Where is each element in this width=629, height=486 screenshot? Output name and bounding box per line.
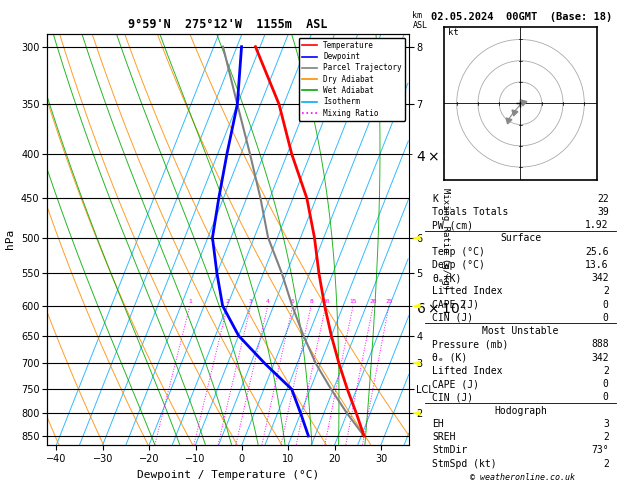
Text: km
ASL: km ASL xyxy=(413,11,428,30)
Text: Hodograph: Hodograph xyxy=(494,406,547,416)
Text: © weatheronline.co.uk: © weatheronline.co.uk xyxy=(470,473,574,482)
Text: 342: 342 xyxy=(591,273,609,283)
Text: K: K xyxy=(432,193,438,204)
Text: 0: 0 xyxy=(603,392,609,402)
Text: 342: 342 xyxy=(591,352,609,363)
Text: 02.05.2024  00GMT  (Base: 18): 02.05.2024 00GMT (Base: 18) xyxy=(431,12,613,22)
X-axis label: Dewpoint / Temperature (°C): Dewpoint / Temperature (°C) xyxy=(137,470,319,480)
Text: 10: 10 xyxy=(322,299,330,304)
Text: 2: 2 xyxy=(603,286,609,296)
Text: CAPE (J): CAPE (J) xyxy=(432,299,479,310)
Text: CIN (J): CIN (J) xyxy=(432,313,474,323)
Text: 2: 2 xyxy=(226,299,230,304)
Text: ◄: ◄ xyxy=(412,408,421,418)
Text: 4: 4 xyxy=(266,299,270,304)
Text: kt: kt xyxy=(448,28,459,37)
Text: 1: 1 xyxy=(188,299,192,304)
Text: 39: 39 xyxy=(597,207,609,217)
Y-axis label: hPa: hPa xyxy=(6,229,15,249)
Text: 888: 888 xyxy=(591,339,609,349)
Text: CIN (J): CIN (J) xyxy=(432,392,474,402)
Text: 2: 2 xyxy=(603,459,609,469)
Text: 25: 25 xyxy=(385,299,392,304)
Title: 9°59'N  275°12'W  1155m  ASL: 9°59'N 275°12'W 1155m ASL xyxy=(128,18,328,32)
Text: 0: 0 xyxy=(603,379,609,389)
Text: 20: 20 xyxy=(369,299,377,304)
Text: Mixing Ratio (g/kg): Mixing Ratio (g/kg) xyxy=(440,188,450,291)
Text: 0: 0 xyxy=(603,299,609,310)
Text: ◄: ◄ xyxy=(412,358,421,368)
Legend: Temperature, Dewpoint, Parcel Trajectory, Dry Adiabat, Wet Adiabat, Isotherm, Mi: Temperature, Dewpoint, Parcel Trajectory… xyxy=(299,38,405,121)
Text: Lifted Index: Lifted Index xyxy=(432,286,503,296)
Text: θₑ (K): θₑ (K) xyxy=(432,352,467,363)
Text: EH: EH xyxy=(432,419,444,429)
Text: 3: 3 xyxy=(603,419,609,429)
Text: CAPE (J): CAPE (J) xyxy=(432,379,479,389)
Text: 8: 8 xyxy=(309,299,313,304)
Text: 1.92: 1.92 xyxy=(585,220,609,230)
Text: SREH: SREH xyxy=(432,432,456,442)
Text: θₑ(K): θₑ(K) xyxy=(432,273,462,283)
Text: Dewp (°C): Dewp (°C) xyxy=(432,260,485,270)
Text: ◄: ◄ xyxy=(412,233,421,243)
Text: Surface: Surface xyxy=(500,233,541,243)
Text: Lifted Index: Lifted Index xyxy=(432,366,503,376)
Text: 13.6: 13.6 xyxy=(585,260,609,270)
Text: ◄: ◄ xyxy=(412,301,421,311)
Text: StmDir: StmDir xyxy=(432,445,467,455)
Text: StmSpd (kt): StmSpd (kt) xyxy=(432,459,497,469)
Text: 73°: 73° xyxy=(591,445,609,455)
Text: Pressure (mb): Pressure (mb) xyxy=(432,339,509,349)
Text: 0: 0 xyxy=(603,313,609,323)
Text: 22: 22 xyxy=(597,193,609,204)
Text: 25.6: 25.6 xyxy=(585,246,609,257)
Text: 3: 3 xyxy=(249,299,253,304)
Text: Temp (°C): Temp (°C) xyxy=(432,246,485,257)
Text: 2: 2 xyxy=(603,432,609,442)
Text: 2: 2 xyxy=(603,366,609,376)
Text: 6: 6 xyxy=(291,299,294,304)
Text: 15: 15 xyxy=(349,299,357,304)
Text: Totals Totals: Totals Totals xyxy=(432,207,509,217)
Text: PW (cm): PW (cm) xyxy=(432,220,474,230)
Text: Most Unstable: Most Unstable xyxy=(482,326,559,336)
